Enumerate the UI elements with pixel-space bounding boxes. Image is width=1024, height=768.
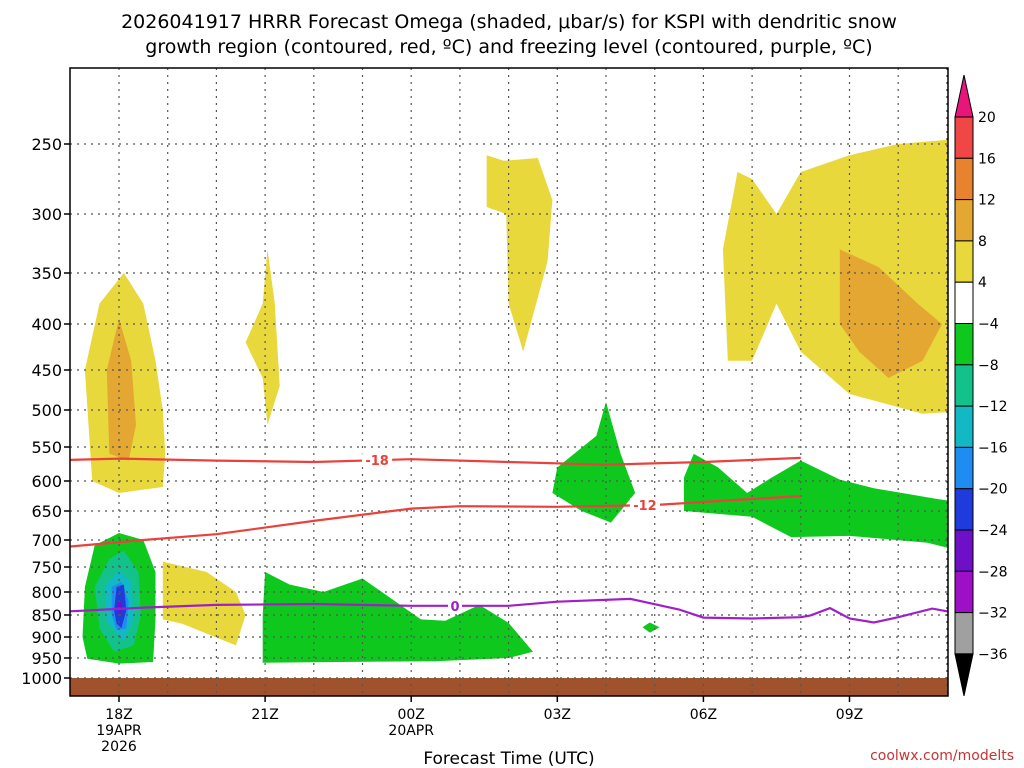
colorbar-label: −24 [978,523,1008,539]
terrain-fill [70,678,948,696]
shaded-region-5 [839,249,942,378]
y-tick-label: 400 [31,315,62,334]
y-tick-label: 350 [31,264,62,283]
colorbar-bin [954,240,974,283]
contour-line-1 [70,494,801,548]
x-axis-label: Forecast Time (UTC) [423,749,594,768]
x-tick-date: 19APR [96,723,142,739]
colorbar-label: −36 [978,647,1008,663]
plot-area: -18 -12 0 [69,67,949,697]
x-tick-label: 00Z [397,707,424,723]
y-tick-label: 300 [31,205,62,224]
colorbar-label: 4 [978,275,987,291]
contour-label-bg [362,453,393,468]
colorbar-label: −20 [978,482,1008,498]
colorbar: 20 16 12 8 4 −4 −8 −12 −16 −20 −24 −28 −32 −36 [954,74,1008,697]
shaded-region-9 [642,622,660,633]
y-tick-label: 750 [31,558,62,577]
colorbar-label: 8 [978,234,987,250]
colorbar-bin-top [954,74,974,118]
colorbar-bin [954,157,974,201]
colorbar-bin [954,488,974,531]
colorbar-bin-bottom [954,653,974,697]
shaded-region-10 [262,572,533,663]
contour-label: -12 [633,499,657,514]
x-tick-label: 21Z [251,707,278,723]
colorbar-label: −32 [978,606,1008,622]
y-tick-label: 850 [31,606,62,625]
y-tick-label: 250 [31,135,62,154]
x-tick-label: 09Z [836,707,863,723]
colorbar-bin [954,612,974,655]
contour-label: -18 [365,454,389,469]
y-tick-label: 500 [31,401,62,420]
shaded-region-7 [552,402,636,523]
y-tick-label: 650 [31,502,62,521]
colorbar-label: −12 [978,399,1008,415]
colorbar-bin [954,405,974,448]
colorbar-bin [954,570,974,614]
chart-title-line1: 2026041917 HRRR Forecast Omega (shaded, … [121,11,897,33]
x-tick-date: 20APR [388,723,434,739]
contour-line-0 [70,456,801,466]
credit-text: coolwx.com/modelts [870,748,1014,764]
colorbar-label: 16 [978,151,996,167]
colorbar-bin [954,116,974,159]
shaded-region-2 [245,249,280,425]
y-tick-label: 950 [31,649,62,668]
y-tick-label: 1000 [21,669,62,688]
x-tick-label: 06Z [690,707,717,723]
colorbar-label: 12 [978,193,996,209]
contour-label-bg [629,498,660,513]
shaded-region-3 [486,155,553,352]
colorbar-bin [954,364,974,407]
colorbar-label: −28 [978,564,1008,580]
chart-title-line2: growth region (contoured, red, ºC) and f… [145,36,872,58]
colorbar-label: −4 [978,317,999,333]
y-tick-label: 800 [31,583,62,602]
y-tick-label: 900 [31,628,62,647]
colorbar-bin [954,446,974,490]
colorbar-label: 20 [978,110,996,126]
plot-frame [69,67,949,697]
terrain-band [70,678,948,696]
y-tick-label: 600 [31,472,62,491]
colorbar-bin [954,529,974,572]
colorbar-bin [954,323,974,366]
colorbar-bin [954,199,974,242]
x-tick-year: 2026 [101,739,137,755]
x-tick-label: 18Z [105,707,132,723]
temperature-contours: -18 -12 0 [70,453,948,624]
shaded-region-8 [683,453,948,548]
colorbar-label: −16 [978,440,1008,456]
shaded-region-6 [162,561,246,646]
contour-label-bg [448,598,463,613]
colorbar-bin [954,281,974,325]
shaded-region-1 [106,318,136,461]
y-tick-label: 700 [31,531,62,550]
x-tick-label: 03Z [544,707,571,723]
y-tick-label: 550 [31,438,62,457]
contour-line-2 [70,597,948,624]
omega-shading [82,139,948,664]
contour-label: 0 [451,600,460,615]
y-tick-label: 450 [31,361,62,380]
shaded-region-16 [117,598,123,615]
y-axis: 250 300 350 400 450 500 550 600 650 700 750 800 850 9… [21,135,70,688]
colorbar-label: −8 [978,358,999,374]
